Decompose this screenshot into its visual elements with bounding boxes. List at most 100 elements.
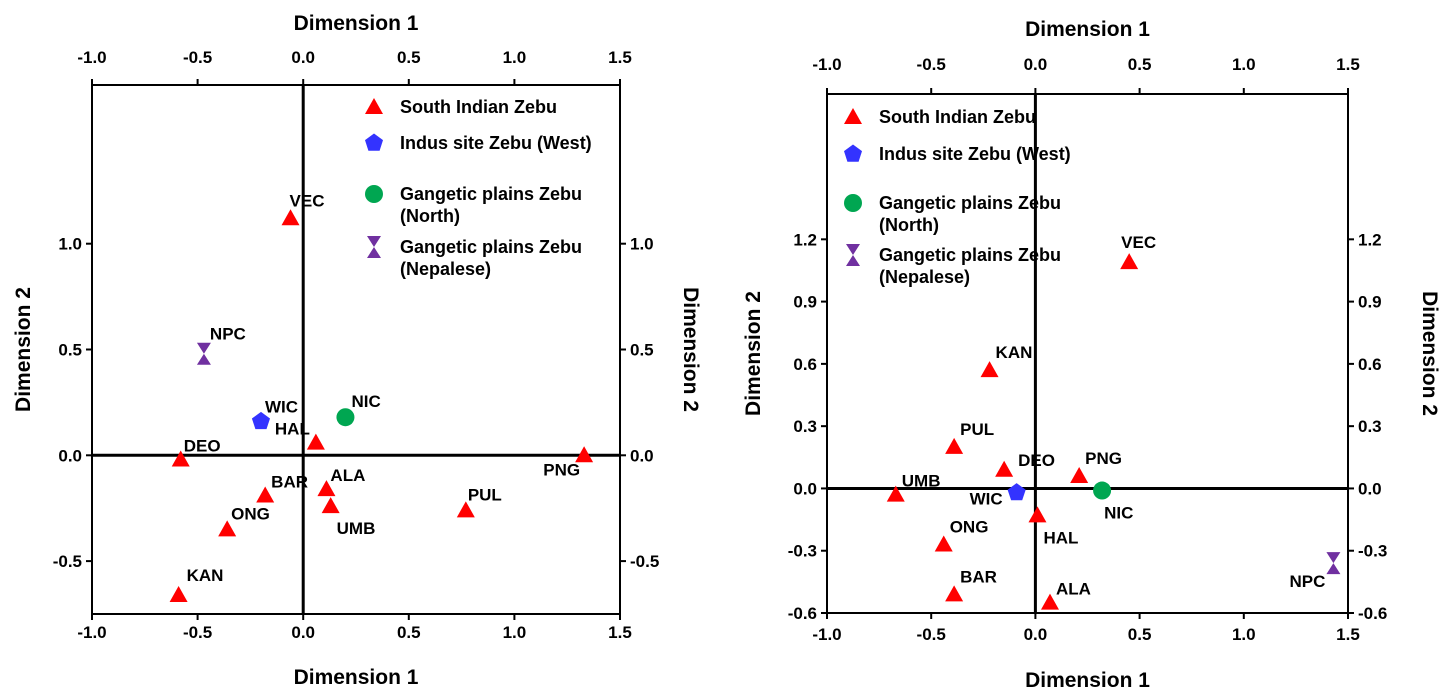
y-tick-label-left: 0.9	[793, 293, 817, 312]
data-point-hal	[1028, 506, 1047, 523]
legend-label-north: Gangetic plains Zebu	[879, 193, 1061, 213]
x-tick-label-bottom: -0.5	[917, 625, 946, 644]
data-point-npc	[196, 342, 211, 365]
plot-frame	[826, 93, 1349, 614]
data-point-umb	[886, 485, 905, 502]
data-point-nic	[336, 408, 355, 427]
y-tick-label-right: 0.0	[630, 446, 654, 465]
data-label-png: PNG	[543, 460, 580, 479]
data-label-deo: DEO	[1018, 451, 1055, 470]
data-label-kan: KAN	[996, 343, 1033, 362]
legend-marker-north	[844, 194, 862, 212]
data-point-wic	[251, 411, 270, 430]
data-point-deo	[171, 450, 190, 467]
x-tick-label-bottom: 0.5	[397, 623, 421, 642]
data-label-vec: VEC	[1121, 233, 1156, 252]
y-tick-label-left: -0.3	[788, 542, 817, 561]
y-tick-label-right: -0.3	[1358, 542, 1387, 561]
data-label-nic: NIC	[351, 392, 380, 411]
data-label-bar: BAR	[271, 473, 308, 492]
data-label-hal: HAL	[1043, 528, 1078, 547]
y-tick-label-left: 0.5	[58, 341, 82, 360]
legend-label-indus: Indus site Zebu (West)	[400, 133, 592, 153]
data-label-pul: PUL	[960, 420, 994, 439]
data-point-ong	[218, 520, 237, 537]
legend-label-nepal: Gangetic plains Zebu	[400, 237, 582, 257]
x-tick-label-bottom: 1.5	[608, 623, 632, 642]
x-tick-label-top: 1.5	[1336, 55, 1360, 74]
legend-label-north: (North)	[400, 206, 460, 226]
data-label-png: PNG	[1085, 449, 1122, 468]
legend-marker-indus	[844, 144, 862, 162]
legend-marker-south	[365, 98, 383, 114]
data-point-npc	[1326, 552, 1341, 575]
x-axis-title-top: Dimension 1	[1025, 18, 1150, 41]
x-tick-label-top: 0.0	[291, 48, 315, 67]
y-tick-label-right: 1.2	[1358, 230, 1382, 249]
data-label-ong: ONG	[950, 517, 989, 536]
data-point-ala	[1040, 593, 1059, 610]
x-tick-label-top: 1.0	[1232, 55, 1256, 74]
chart-panel-1: -1.0 -1.0 -0.5 -0.5 0.0 0.0 0.5 0.5 1.0 1.0 1.5 1.5…	[12, 12, 702, 689]
data-point-bar	[945, 585, 964, 602]
x-tick-label-bottom: 0.0	[1024, 625, 1048, 644]
x-tick-label-top: -0.5	[183, 48, 212, 67]
x-axis-title-bottom: Dimension 1	[1025, 669, 1150, 692]
y-tick-label-right: -0.5	[630, 552, 659, 571]
x-axis-title-top: Dimension 1	[294, 12, 419, 35]
legend-marker-south	[844, 108, 862, 124]
legend-label-north: (North)	[879, 215, 939, 235]
x-tick-label-bottom: 0.5	[1128, 625, 1152, 644]
y-axis-title-right: Dimension 2	[1418, 291, 1441, 416]
data-point-nic	[1093, 481, 1112, 500]
data-point-ala	[317, 480, 336, 497]
data-label-nic: NIC	[1104, 504, 1133, 523]
data-label-pul: PUL	[468, 485, 502, 504]
data-point-ong	[934, 535, 953, 552]
x-tick-label-bottom: 1.5	[1336, 625, 1360, 644]
y-axis-title-right: Dimension 2	[679, 287, 702, 412]
y-tick-label-left: -0.6	[788, 604, 817, 623]
data-point-kan	[169, 585, 188, 602]
legend-label-nepal: (Nepalese)	[400, 259, 491, 279]
data-point-umb	[321, 497, 340, 514]
y-axis-title-left: Dimension 2	[12, 287, 35, 412]
x-tick-label-bottom: -1.0	[77, 623, 106, 642]
legend-label-nepal: Gangetic plains Zebu	[879, 245, 1061, 265]
data-point-vec	[281, 209, 300, 226]
data-label-npc: NPC	[1290, 572, 1326, 591]
data-label-wic: WIC	[265, 397, 298, 416]
data-label-deo: DEO	[184, 437, 221, 456]
x-tick-label-bottom: -0.5	[183, 623, 212, 642]
y-tick-label-right: 0.9	[1358, 293, 1382, 312]
y-tick-label-right: 0.0	[1358, 479, 1382, 498]
y-tick-label-left: 0.3	[793, 417, 817, 436]
y-tick-label-left: 1.0	[58, 235, 82, 254]
x-tick-label-top: 1.0	[503, 48, 527, 67]
legend-label-south: South Indian Zebu	[879, 107, 1036, 127]
x-tick-label-bottom: 0.0	[291, 623, 315, 642]
data-label-ala: ALA	[1056, 580, 1091, 599]
data-point-bar	[256, 486, 275, 503]
data-label-umb: UMB	[902, 472, 941, 491]
legend-label-nepal: (Nepalese)	[879, 267, 970, 287]
legend-label-north: Gangetic plains Zebu	[400, 184, 582, 204]
y-tick-label-left: 1.2	[793, 230, 817, 249]
x-tick-label-top: 1.5	[608, 48, 632, 67]
x-tick-label-top: -1.0	[812, 55, 841, 74]
data-label-vec: VEC	[290, 191, 325, 210]
data-label-wic: WIC	[970, 490, 1003, 509]
x-tick-label-top: 0.5	[1128, 55, 1152, 74]
legend-marker-north	[365, 185, 383, 203]
y-axis-title-left: Dimension 2	[742, 291, 765, 416]
legend-marker-indus	[365, 133, 383, 151]
x-tick-label-bottom: 1.0	[503, 623, 527, 642]
data-point-vec	[1120, 253, 1139, 270]
legend-label-south: South Indian Zebu	[400, 97, 557, 117]
chart-panel-2: -1.0 -1.0 -0.5 -0.5 0.0 0.0 0.5 0.5 1.0 1.0 1.5 1.5…	[742, 18, 1441, 692]
data-label-kan: KAN	[187, 566, 224, 585]
data-point-pul	[945, 437, 964, 454]
data-label-hal: HAL	[275, 420, 310, 439]
legend: South Indian Zebu Indus site Zebu (West) G…	[844, 107, 1071, 287]
